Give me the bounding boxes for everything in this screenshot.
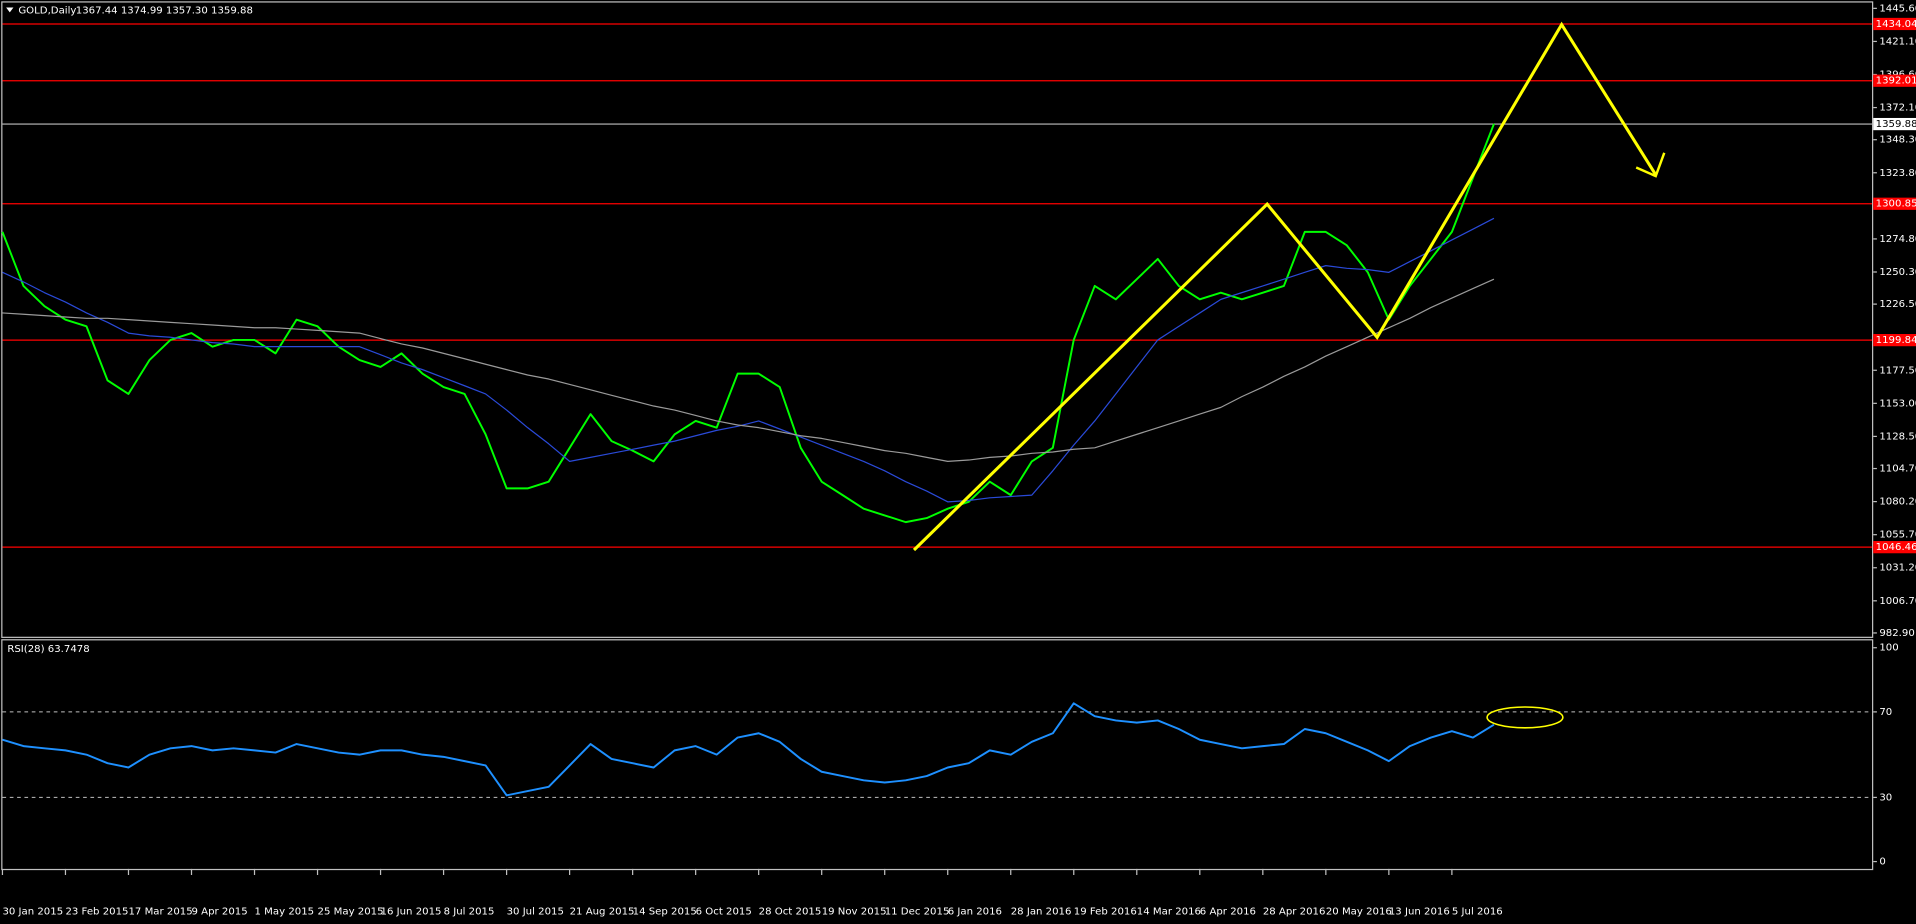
highlight-ellipse	[1486, 706, 1564, 729]
level-label-box	[1873, 17, 1916, 31]
x-tick-label: 20 May 2016	[1326, 907, 1392, 918]
x-tick-label: 11 Dec 2015	[885, 907, 950, 918]
y-tick-label: 982.90	[1879, 628, 1914, 639]
y-tick-label: 100	[1879, 643, 1898, 654]
level-label-box	[1873, 333, 1916, 347]
level-label: 1434.04	[1876, 19, 1916, 30]
x-tick-label: 16 Jun 2015	[381, 907, 442, 918]
y-tick-label: 1421.10	[1879, 36, 1916, 47]
symbol-title: GOLD,Daily	[18, 5, 76, 16]
x-tick-label: 13 Jun 2016	[1389, 907, 1450, 918]
y-tick-label: 0	[1879, 857, 1885, 868]
y-tick-label: 1128.50	[1879, 431, 1916, 442]
price-line	[2, 702, 1495, 797]
y-tick-label: 1250.30	[1879, 267, 1916, 278]
x-tick-label: 14 Sep 2015	[633, 907, 697, 918]
y-tick-label: 1055.70	[1879, 530, 1916, 541]
level-label-box	[1873, 541, 1916, 554]
level-label: 1392.01	[1876, 76, 1916, 87]
drawing-annotation	[912, 21, 1666, 729]
x-tick-label: 6 Apr 2016	[1200, 907, 1256, 918]
level-label-box	[1873, 197, 1916, 210]
y-tick-label: 1445.60	[1879, 3, 1916, 14]
x-tick-label: 17 Mar 2015	[128, 907, 192, 918]
x-tick-label: 25 May 2015	[318, 907, 384, 918]
x-tick-label: 28 Apr 2016	[1263, 907, 1326, 918]
y-tick-label: 1348.30	[1879, 135, 1916, 146]
x-tick-label: 1 May 2015	[255, 907, 315, 918]
y-tick-label: 1274.80	[1879, 234, 1916, 245]
y-tick-label: 1006.70	[1879, 596, 1916, 607]
level-label: 1046.46	[1876, 542, 1916, 553]
quote-values: 1367.44 1374.99 1357.30 1359.88	[76, 5, 253, 16]
layer: 1445.601421.101396.601372.101348.301323.…	[1, 3, 1916, 918]
y-tick-label: 1104.70	[1879, 464, 1916, 475]
price-line	[1, 123, 1495, 524]
y-tick-label: 1323.80	[1879, 168, 1916, 179]
series-line	[2, 278, 1495, 462]
price-panel-frame	[1, 1, 1874, 638]
level-label-box	[1873, 74, 1916, 87]
rsi-panel-frame	[1, 639, 1874, 871]
x-tick-label: 28 Jan 2016	[1011, 907, 1072, 918]
x-tick-label: 30 Jul 2015	[507, 907, 564, 918]
level-label: 1199.84	[1876, 335, 1916, 346]
x-tick-label: 28 Oct 2015	[759, 907, 822, 918]
x-tick-label: 21 Aug 2015	[570, 907, 635, 918]
x-tick-label: 6 Oct 2015	[696, 907, 752, 918]
last-price-box	[1873, 117, 1916, 131]
y-tick-label: 1153.00	[1879, 398, 1916, 409]
x-tick-label: 19 Feb 2016	[1074, 907, 1137, 918]
x-tick-label: 5 Jul 2016	[1452, 907, 1503, 918]
layer	[2, 23, 1873, 798]
level-label: 1300.85	[1876, 199, 1916, 210]
y-tick-label: 30	[1879, 792, 1892, 803]
x-tick-label: 14 Mar 2016	[1137, 907, 1201, 918]
y-tick-label: 1031.20	[1879, 563, 1916, 574]
trend-drawing	[912, 21, 1658, 552]
y-tick-label: 1177.50	[1879, 365, 1916, 376]
last-price-label: 1359.88	[1876, 119, 1916, 130]
y-tick-label: 70	[1879, 707, 1892, 718]
menu-arrow[interactable]	[6, 7, 14, 13]
series-line	[2, 217, 1495, 503]
x-tick-label: 9 Apr 2015	[192, 907, 248, 918]
x-tick-label: 8 Jul 2015	[444, 907, 495, 918]
rsi-title: RSI(28) 63.7478	[7, 644, 89, 655]
arrow-head	[1635, 152, 1666, 178]
layer	[1, 123, 1495, 797]
x-tick-label: 23 Feb 2015	[65, 907, 128, 918]
y-tick-label: 1080.20	[1879, 497, 1916, 508]
x-tick-label: 19 Nov 2015	[822, 907, 887, 918]
y-tick-label: 1372.10	[1879, 103, 1916, 114]
x-tick-label: 30 Jan 2015	[2, 907, 63, 918]
x-tick-label: 6 Jan 2016	[948, 907, 1002, 918]
y-tick-label: 1226.50	[1879, 299, 1916, 310]
